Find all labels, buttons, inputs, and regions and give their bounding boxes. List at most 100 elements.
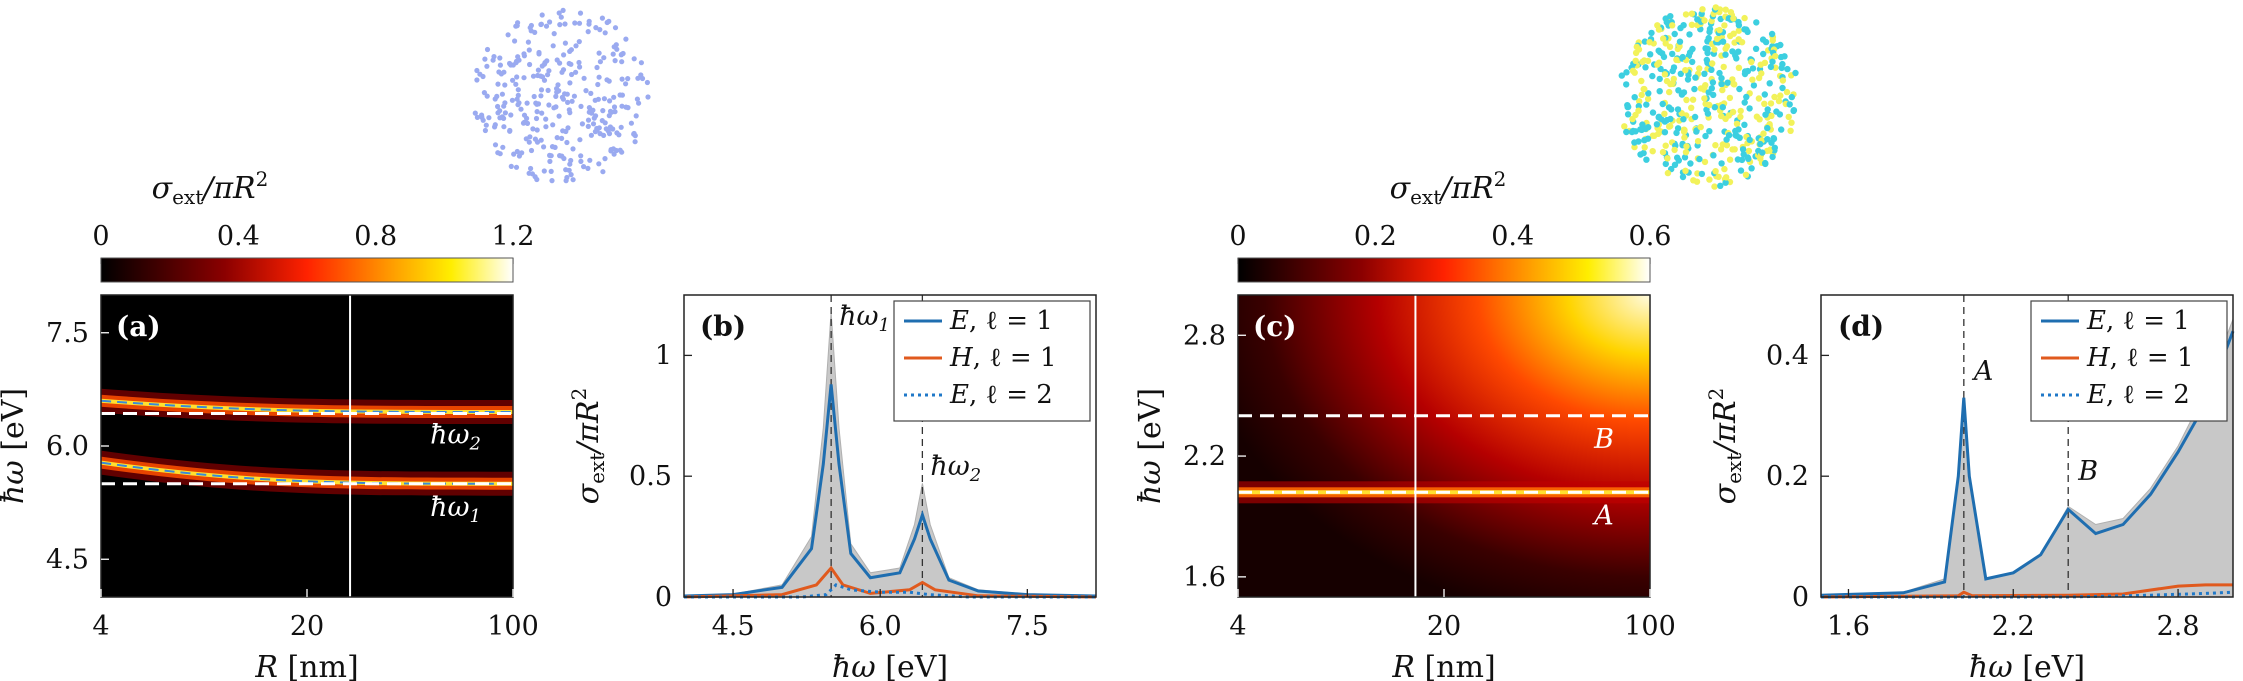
sphere-dot [561,52,567,58]
sphere-dot [1755,95,1763,102]
sphere-dot [497,151,503,157]
sphere-dot [551,105,557,111]
sphere-dot [1729,108,1737,116]
sphere-dot [1730,80,1737,88]
sphere-dot [1623,81,1630,88]
sphere-dot [1787,127,1794,134]
sphere-dot [1775,97,1783,105]
sphere-dot [1631,143,1638,151]
sphere-dot [1682,11,1690,18]
sphere-dot [1708,85,1716,92]
sphere-dot [565,99,571,105]
heatmap-a-bands: ħω2 ħω1 [100,295,514,597]
sphere-dot [559,135,565,141]
sphere-dot [576,20,583,26]
sphere-dot [1718,112,1725,120]
sphere-dot [572,20,578,26]
sphere-dot [1671,161,1679,168]
sphere-dot [1649,72,1656,80]
sphere-dot [558,14,564,20]
sphere-dot [543,23,550,29]
sphere-dot [1759,149,1766,156]
axis-frame [1820,294,2234,598]
legend-entry: E, ℓ = 2 [2086,380,2190,410]
sphere-dot [597,59,604,65]
sphere-dot [1736,134,1743,141]
sphere-dot [474,77,480,83]
y-tick-label: 1.6 [1183,562,1226,593]
peak-label: B [2077,456,2098,487]
sphere-dot [586,105,593,111]
heatmap-c-bands: BA [1238,295,1650,597]
sphere-dot [497,62,503,68]
sphere-dot [1762,160,1769,168]
sphere-dot [1715,173,1722,180]
sphere-dot [623,36,629,42]
sphere-dot [618,124,624,130]
sphere-dot [550,43,556,49]
sphere-dot [490,57,496,63]
sphere-dot [564,139,570,146]
sphere-dot [534,127,540,133]
sphere-dot [1685,71,1692,79]
sphere-dot [498,71,504,77]
sphere-dot [554,135,560,141]
sphere-dot [1705,34,1712,42]
panel-b: ħω1 ħω2 E, ℓ = 1 H, ℓ = 1 E, ℓ = 2 4.5 6.0 7.5 0… [567,294,1097,681]
sphere-dot [1701,17,1708,24]
sphere-dot [513,164,520,170]
sphere-dot [570,177,576,183]
sphere-dot [1691,113,1699,121]
sphere-dot [590,121,597,127]
y-axis-label: σext/πR2 [1704,388,1746,505]
sphere-dot [612,25,619,31]
sphere-dot [596,161,602,167]
sphere-dot [1631,94,1638,101]
sphere-dot [495,103,501,110]
sphere-dot [1769,37,1777,44]
x-tick-label: 20 [1427,611,1461,642]
heatmap-c-bg [1238,295,1650,597]
x-axis-label: R [nm] [254,650,358,681]
sphere-dot [1641,137,1648,144]
sphere-dot [602,120,608,126]
sphere-dot [479,112,485,118]
sphere-dot [1742,171,1750,178]
sphere-dot [1675,87,1682,94]
sphere-dot [1696,155,1703,163]
sphere-dot [1712,142,1719,149]
colorbar-c-label: σext/πR2 [1390,167,1507,209]
sphere-dot [588,132,595,138]
sphere-dot [1637,151,1644,158]
sphere-dot [1688,10,1696,17]
sphere-dot [1758,70,1765,77]
panel-a: σext/πR2 0 0.4 0.8 1.2 ħω2 ħω1 4 20 100 4.5 6.0 7… [0,167,539,681]
sphere-dot [1722,51,1729,58]
colorbar-tick-label: 0.2 [1354,221,1397,252]
sphere-dot [1701,158,1709,166]
sphere-dot [1746,136,1753,144]
sphere-dot [1667,115,1674,123]
sphere-dot [611,104,618,110]
sphere-dot [548,168,554,174]
sphere-dot [1690,177,1697,184]
sphere-dot [639,75,646,82]
sphere-dot [1718,80,1725,88]
sphere-dot [1768,30,1776,38]
sphere-dot [1741,99,1748,106]
sphere-dot [1680,89,1688,96]
plot-b: ħω1 ħω2 E, ℓ = 1 H, ℓ = 1 E, ℓ = 2 4.5 6.0 7.5 0… [567,294,1097,681]
sphere-dot [1696,65,1703,72]
x-tick-label: 4 [92,611,109,642]
sphere-dot [636,100,642,106]
sphere-dot [1648,29,1655,37]
sphere-dot [632,139,638,145]
sphere-dot [543,116,549,122]
sphere-dot [591,115,597,121]
sphere-dot [1724,79,1731,86]
y-axis-label: ħω [eV] [0,388,31,504]
sphere-dot [545,87,551,93]
sphere-dot [1721,165,1728,173]
sphere-dot [1691,85,1698,93]
sphere-dot [612,58,618,64]
